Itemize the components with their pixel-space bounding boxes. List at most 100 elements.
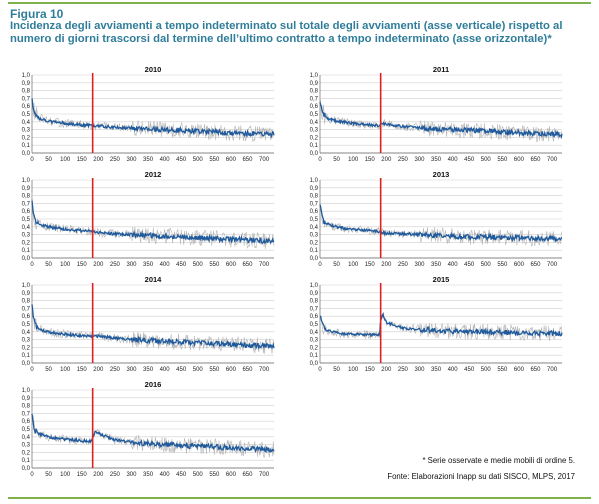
moving-average-line xyxy=(319,102,563,140)
y-tick-label: 1,0 xyxy=(310,178,319,184)
chart-svg: 2014 0,0 0,1 0,20,3 0,4 0,5 0,6 0,70,8 0,9 1,0 0 50… xyxy=(22,275,275,373)
x-tick-label: 450 xyxy=(464,367,475,373)
y-tick-label: 0,2 xyxy=(22,240,31,246)
chart-panel-2013: 2013 0,0 0,1 0,2 0,3 0,4 0,5 0,6 0,7 0,8 0,9 1,0 0 50… xyxy=(296,168,568,272)
x-tick-label: 50 xyxy=(45,262,52,268)
y-tick-label: 1,0 xyxy=(310,73,319,79)
x-tick-label: 0 xyxy=(30,367,34,373)
x-tick-label: 300 xyxy=(414,262,425,268)
y-tick-label: 0,1 xyxy=(310,248,319,254)
x-tick-label: 50 xyxy=(45,367,52,373)
x-tick-label: 300 xyxy=(126,367,137,373)
y-tick-label: 0,1 xyxy=(22,353,31,359)
x-tick-label: 200 xyxy=(381,157,392,163)
x-tick-label: 600 xyxy=(226,472,237,478)
y-tick-label: 0,5 xyxy=(310,112,319,118)
y-tick-label: 0,4 xyxy=(22,330,31,336)
y-tick-label: 0,8 xyxy=(22,404,31,410)
x-tick-label: 350 xyxy=(431,262,442,268)
x-tick-label: 650 xyxy=(530,367,541,373)
x-tick-label: 500 xyxy=(481,157,492,163)
x-tick-label: 200 xyxy=(93,157,104,163)
x-tick-label: 400 xyxy=(160,262,171,268)
figure-title: Incidenza degli avviamenti a tempo indet… xyxy=(10,20,563,45)
y-tick-label: 0,4 xyxy=(22,225,31,231)
x-tick-label: 500 xyxy=(193,367,204,373)
x-tick-label: 550 xyxy=(497,367,508,373)
x-tick-label: 400 xyxy=(448,262,459,268)
y-tick-label: 0,5 xyxy=(22,427,31,433)
y-tick-label: 0,7 xyxy=(22,201,31,207)
y-tick-label: 0,4 xyxy=(22,435,31,441)
y-tick-label: 0,7 xyxy=(310,201,319,207)
y-tick-label: 0,4 xyxy=(310,330,319,336)
x-tick-label: 700 xyxy=(547,157,558,163)
x-tick-label: 700 xyxy=(259,472,270,478)
observed-series-line xyxy=(319,312,563,342)
y-tick-label: 0,5 xyxy=(310,322,319,328)
x-tick-label: 350 xyxy=(143,367,154,373)
x-tick-label: 250 xyxy=(110,472,121,478)
y-tick-label: 0,5 xyxy=(310,217,319,223)
y-tick-label: 0,7 xyxy=(310,306,319,312)
x-tick-label: 600 xyxy=(514,367,525,373)
x-tick-label: 700 xyxy=(259,157,270,163)
moving-average-line xyxy=(31,200,275,245)
x-tick-label: 400 xyxy=(160,157,171,163)
x-tick-label: 600 xyxy=(514,262,525,268)
x-tick-label: 400 xyxy=(160,472,171,478)
y-tick-label: 0,2 xyxy=(22,450,31,456)
top-rule xyxy=(8,2,591,4)
x-tick-label: 100 xyxy=(60,472,71,478)
y-tick-label: 0,2 xyxy=(310,345,319,351)
x-tick-label: 150 xyxy=(77,157,88,163)
x-tick-label: 600 xyxy=(226,157,237,163)
x-tick-label: 400 xyxy=(160,367,171,373)
y-tick-label: 0,8 xyxy=(310,194,319,200)
y-tick-label: 0,3 xyxy=(22,233,31,239)
x-tick-label: 200 xyxy=(93,367,104,373)
y-tick-label: 0,9 xyxy=(22,291,31,297)
chart-title: 2016 xyxy=(145,380,162,389)
chart-title: 2014 xyxy=(145,275,163,284)
x-tick-label: 400 xyxy=(448,157,459,163)
y-tick-label: 0,6 xyxy=(310,314,319,320)
figure-label: Figura 10 xyxy=(10,7,64,21)
x-tick-label: 650 xyxy=(242,367,253,373)
x-tick-label: 500 xyxy=(481,367,492,373)
x-tick-label: 500 xyxy=(481,262,492,268)
x-tick-label: 250 xyxy=(398,262,409,268)
y-tick-label: 0,3 xyxy=(310,128,319,134)
y-tick-label: 0,8 xyxy=(310,89,319,95)
y-tick-label: 0,2 xyxy=(310,240,319,246)
y-tick-label: 0,7 xyxy=(310,96,319,102)
y-tick-label: 0,1 xyxy=(310,353,319,359)
x-tick-label: 400 xyxy=(448,367,459,373)
y-tick-label: 0,6 xyxy=(22,104,31,110)
y-tick-label: 0,6 xyxy=(22,209,31,215)
x-tick-label: 450 xyxy=(176,157,187,163)
x-tick-label: 250 xyxy=(398,157,409,163)
x-tick-label: 350 xyxy=(431,367,442,373)
chart-svg: 2010 0,0 0,1 0,20,3 0,4 0,5 0,6 0,70,8 0,9 1,0 0 50… xyxy=(22,65,275,163)
x-tick-label: 700 xyxy=(547,367,558,373)
x-tick-label: 50 xyxy=(333,262,340,268)
x-tick-label: 100 xyxy=(348,262,359,268)
x-tick-label: 200 xyxy=(93,262,104,268)
x-tick-label: 600 xyxy=(226,262,237,268)
chart-title: 2011 xyxy=(433,65,449,74)
x-tick-label: 300 xyxy=(414,367,425,373)
y-tick-label: 0,2 xyxy=(310,135,319,141)
chart-title: 2015 xyxy=(433,275,450,284)
y-tick-label: 0,1 xyxy=(22,458,31,464)
x-tick-label: 50 xyxy=(45,472,52,478)
chart-svg: 2016 0,0 0,1 0,20,3 0,4 0,5 0,6 0,70,8 0,9 1,0 0 50… xyxy=(22,380,275,478)
x-tick-label: 0 xyxy=(30,157,34,163)
x-tick-label: 550 xyxy=(497,262,508,268)
y-tick-label: 0,3 xyxy=(22,128,31,134)
observed-series-line xyxy=(31,411,275,459)
x-tick-label: 50 xyxy=(45,157,52,163)
y-tick-label: 0,0 xyxy=(310,151,319,157)
x-tick-label: 650 xyxy=(242,472,253,478)
x-tick-label: 250 xyxy=(110,157,121,163)
